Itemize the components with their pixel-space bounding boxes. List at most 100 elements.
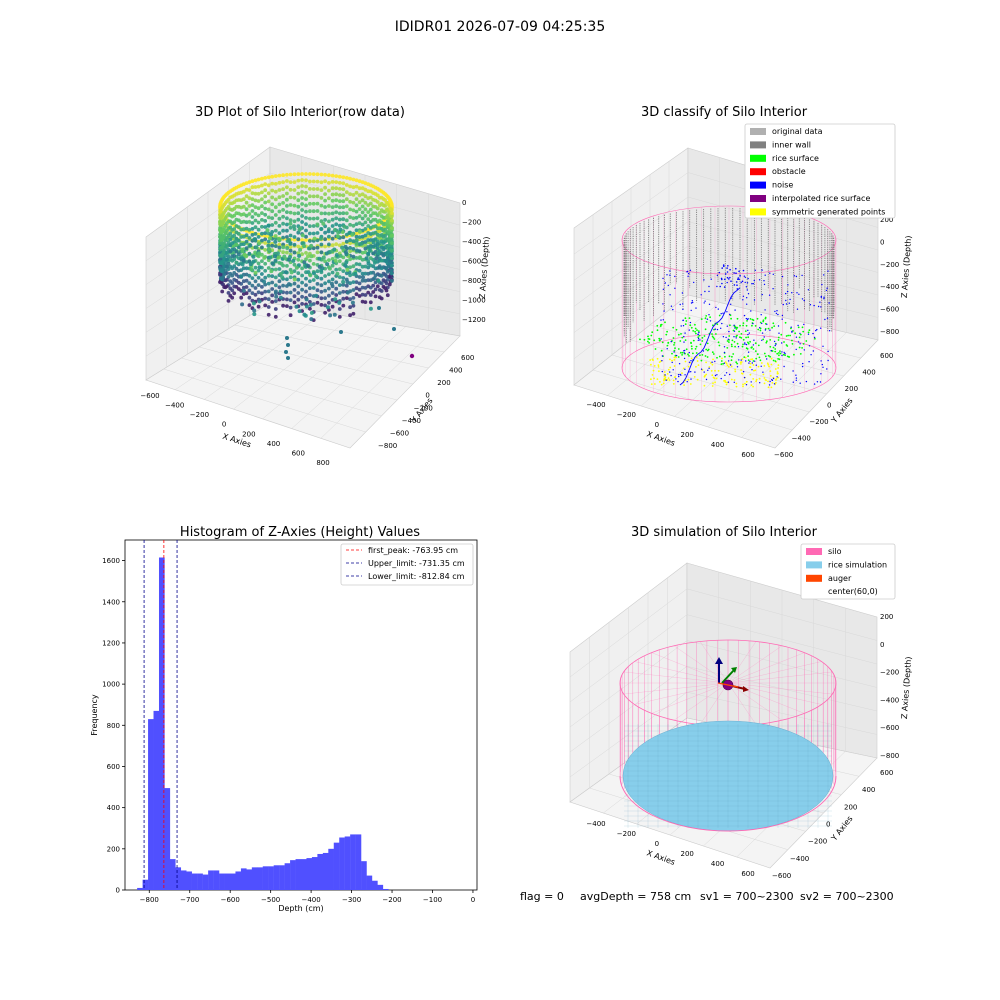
raw-point bbox=[226, 299, 231, 303]
classify-rice-point bbox=[667, 342, 670, 344]
classify-symmetric-point bbox=[760, 362, 763, 364]
classify-rice-point bbox=[733, 341, 736, 343]
raw-point bbox=[256, 304, 261, 309]
classify-rice-point bbox=[673, 341, 676, 344]
raw-point bbox=[333, 258, 338, 263]
classify-symmetric-point bbox=[653, 365, 656, 367]
classify-x-tick: −400 bbox=[586, 401, 605, 409]
raw-point bbox=[250, 179, 255, 184]
raw-point bbox=[260, 218, 264, 222]
raw-point bbox=[330, 217, 335, 222]
classify-symmetric-point bbox=[708, 366, 711, 368]
raw-point bbox=[354, 231, 359, 236]
raw-point bbox=[288, 210, 293, 215]
histogram-y-tick: 1200 bbox=[102, 639, 120, 647]
raw-point bbox=[319, 227, 324, 231]
classify-noise-point bbox=[686, 270, 689, 273]
classify-symmetric-point bbox=[715, 377, 718, 380]
raw-point bbox=[279, 261, 284, 266]
classify-noise-point bbox=[733, 381, 735, 383]
raw-point bbox=[377, 211, 382, 215]
raw-point bbox=[266, 223, 271, 228]
classify-noise-point bbox=[795, 379, 797, 381]
raw-point bbox=[315, 179, 320, 184]
raw-point bbox=[304, 228, 308, 233]
classify-symmetric-point bbox=[650, 363, 652, 366]
classify-symmetric-point bbox=[755, 380, 757, 383]
raw-point bbox=[337, 174, 342, 179]
raw-point bbox=[253, 191, 258, 196]
classify-rice-point bbox=[685, 320, 688, 322]
raw-x-tick: 600 bbox=[292, 449, 305, 457]
raw-point bbox=[344, 197, 349, 202]
raw-point bbox=[292, 172, 297, 177]
classify-noise-point bbox=[801, 365, 804, 368]
raw-point bbox=[330, 211, 335, 216]
raw-point bbox=[285, 216, 289, 221]
classify-rice-point bbox=[742, 343, 744, 346]
raw-point bbox=[308, 306, 312, 311]
classify-symmetric-point bbox=[717, 370, 720, 372]
classify-rice-point bbox=[674, 347, 676, 349]
raw-point bbox=[308, 286, 312, 291]
classify-noise-point bbox=[781, 351, 783, 353]
raw-point bbox=[357, 193, 362, 198]
raw-point bbox=[244, 233, 249, 238]
histogram-y-axis-label: Frequency bbox=[90, 694, 99, 736]
classify-rice-point bbox=[696, 329, 698, 331]
classify-symmetric-point bbox=[674, 376, 676, 379]
classify-rice-point bbox=[648, 338, 651, 340]
raw-point bbox=[363, 213, 368, 218]
classify-noise-point bbox=[728, 330, 730, 333]
raw-point bbox=[263, 248, 268, 252]
classify-symmetric-point bbox=[711, 363, 714, 366]
raw-point bbox=[327, 242, 331, 247]
raw-point bbox=[312, 236, 317, 241]
classify-noise-point bbox=[677, 374, 680, 376]
classify-noise-point bbox=[805, 380, 808, 383]
classify-rice-point bbox=[673, 349, 676, 352]
classify-legend-swatch bbox=[750, 168, 766, 176]
raw-point bbox=[304, 234, 308, 239]
classify-noise-point bbox=[803, 299, 805, 302]
classify-noise-point bbox=[722, 336, 725, 338]
classify-rice-point bbox=[740, 333, 743, 335]
histogram-x-tick: −600 bbox=[221, 896, 240, 904]
histogram-bar bbox=[322, 852, 329, 890]
classify-symmetric-point bbox=[703, 375, 706, 378]
classify-rice-point bbox=[659, 339, 661, 341]
classify-noise-point bbox=[759, 382, 761, 384]
histogram-bar bbox=[339, 837, 345, 890]
classify-gridlines bbox=[573, 157, 879, 438]
classify-noise-point bbox=[724, 374, 726, 376]
raw-point bbox=[304, 172, 308, 176]
raw-point bbox=[250, 197, 255, 202]
histogram-bar bbox=[382, 888, 389, 890]
raw-point bbox=[288, 172, 293, 177]
simulation-legend-label: center(60,0) bbox=[828, 587, 878, 596]
classify-noise-point bbox=[826, 287, 828, 289]
raw-point bbox=[281, 214, 285, 219]
raw-point bbox=[266, 289, 271, 294]
raw-point bbox=[339, 330, 343, 334]
classify-rice-point bbox=[755, 357, 758, 360]
raw-point bbox=[277, 202, 282, 207]
classify-y-tick: −200 bbox=[809, 418, 828, 426]
histogram-bar bbox=[355, 834, 362, 890]
classify-noise-point bbox=[686, 381, 688, 383]
classify-noise-point bbox=[782, 303, 784, 306]
classify-noise-point bbox=[749, 360, 751, 363]
classify-noise-point bbox=[770, 350, 772, 352]
raw-point bbox=[357, 235, 362, 240]
raw-point bbox=[383, 233, 387, 238]
classify-noise-point bbox=[803, 323, 805, 326]
classify-z-axis-label: Z Axies (Depth) bbox=[900, 235, 913, 298]
classify-noise-point bbox=[776, 376, 778, 378]
raw-point bbox=[262, 279, 267, 284]
raw-point bbox=[228, 286, 233, 291]
classify-noise-point bbox=[669, 294, 671, 296]
classify-noise-point bbox=[690, 302, 693, 304]
raw-point bbox=[247, 204, 252, 208]
